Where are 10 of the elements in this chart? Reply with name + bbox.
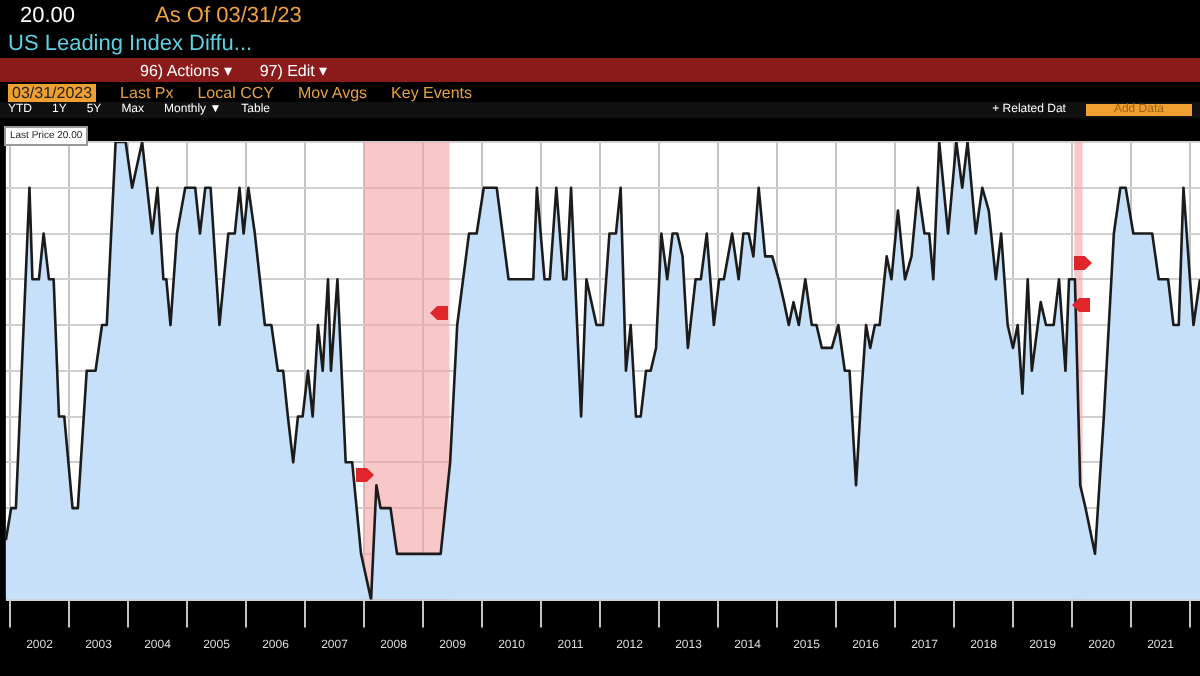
text: 20.00 — [20, 3, 76, 27]
text: Key Events — [391, 83, 472, 101]
text: 96) Actions ▾ — [140, 61, 232, 79]
text: As Of 03/31/23 — [155, 3, 302, 27]
text: Local CCY — [197, 83, 274, 101]
text: 97) Edit ▾ — [259, 61, 328, 79]
chart-title: US Leading Index Diffu... — [6, 30, 255, 58]
text: Mov Avgs — [297, 83, 368, 101]
text: 03/31/2023 — [8, 83, 97, 101]
text: Last Px — [120, 83, 174, 101]
